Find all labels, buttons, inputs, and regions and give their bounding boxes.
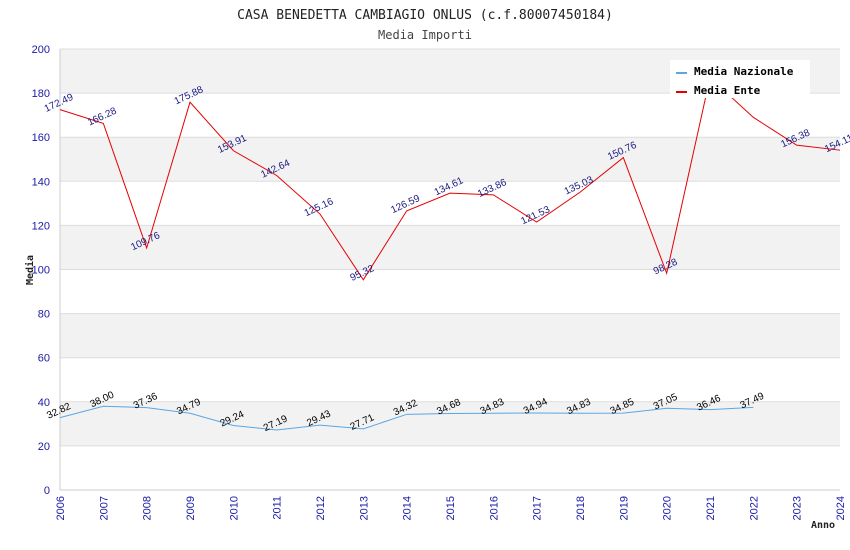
x-tick-label: 2010 — [228, 496, 240, 520]
y-tick-label: 140 — [32, 176, 50, 188]
y-tick-label: 80 — [38, 309, 50, 321]
legend-box — [670, 60, 810, 98]
y-tick-label: 40 — [38, 397, 50, 409]
y-tick-label: 0 — [44, 485, 50, 497]
y-tick-label: 120 — [32, 220, 50, 232]
x-tick-label: 2006 — [55, 496, 67, 520]
x-tick-label: 2007 — [98, 496, 110, 520]
legend: Media Nazionale Media Ente — [670, 60, 810, 98]
chart-subtitle: Media Importi — [378, 28, 472, 42]
x-tick-label: 2012 — [315, 496, 327, 520]
grid-band — [60, 269, 840, 314]
legend-label-media-ente: Media Ente — [694, 84, 761, 97]
x-axis-title: Anno — [811, 520, 835, 531]
y-tick-label: 200 — [32, 44, 50, 56]
x-tick-label: 2015 — [445, 496, 457, 520]
grid-band — [60, 225, 840, 270]
x-tick-label: 2013 — [358, 496, 370, 520]
grid-band — [60, 181, 840, 226]
legend-label-media-nazionale: Media Nazionale — [694, 65, 794, 78]
x-tick-label: 2008 — [142, 496, 154, 520]
x-tick-label: 2016 — [488, 496, 500, 520]
y-tick-label: 160 — [32, 132, 50, 144]
x-tick-label: 2023 — [792, 496, 804, 520]
y-tick-label: 60 — [38, 353, 50, 365]
grid-band — [60, 445, 840, 490]
x-tick-label: 2018 — [575, 496, 587, 520]
x-tick-label: 2019 — [618, 496, 630, 520]
y-axis-title: Media — [24, 255, 36, 285]
x-tick-label: 2014 — [402, 496, 414, 520]
x-tick-label: 2017 — [532, 496, 544, 520]
x-tick-label: 2021 — [705, 496, 717, 520]
x-tick-label: 2020 — [662, 496, 674, 520]
grid-band — [60, 137, 840, 182]
x-tick-label: 2022 — [748, 496, 760, 520]
chart-title: CASA BENEDETTA CAMBIAGIO ONLUS (c.f.8000… — [237, 8, 613, 23]
x-tick-label: 2009 — [185, 496, 197, 520]
x-tick-labels: 2006 2007 2008 2009 2010 2011 2012 2013 2014 2015… — [55, 496, 847, 520]
grid-band — [60, 357, 840, 402]
grid-band — [60, 313, 840, 358]
y-tick-label: 100 — [32, 265, 50, 277]
y-tick-label: 180 — [32, 88, 50, 100]
y-tick-labels: 0 20 40 60 80 100 120 140 160 180 200 — [32, 44, 50, 497]
x-tick-label: 2024 — [835, 496, 847, 520]
grid-band — [60, 93, 840, 138]
x-tick-label: 2011 — [272, 496, 284, 520]
y-tick-label: 20 — [38, 441, 50, 453]
